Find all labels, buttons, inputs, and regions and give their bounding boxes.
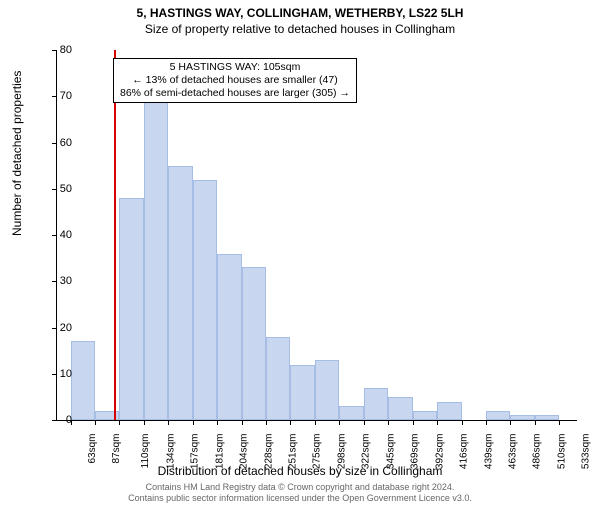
y-tick-label: 80 xyxy=(48,44,72,56)
histogram-bar xyxy=(486,411,510,420)
y-tick-label: 70 xyxy=(48,90,72,102)
x-tick xyxy=(339,420,340,425)
histogram-bar xyxy=(119,198,143,420)
x-tick-label: 87sqm xyxy=(111,434,122,464)
annot-line1: 5 HASTINGS WAY: 105sqm xyxy=(170,61,301,73)
title-sub: Size of property relative to detached ho… xyxy=(0,22,600,36)
x-tick-label: 298sqm xyxy=(336,434,347,470)
y-tick-label: 60 xyxy=(48,137,72,149)
footer-line2: Contains public sector information licen… xyxy=(128,493,472,503)
histogram-bar xyxy=(413,411,437,420)
y-tick-label: 50 xyxy=(48,183,72,195)
annot-line3: 86% of semi-detached houses are larger (… xyxy=(120,87,350,99)
x-tick-label: 510sqm xyxy=(556,434,567,470)
x-tick xyxy=(510,420,511,425)
chart-area: 5 HASTINGS WAY: 105sqm← 13% of detached … xyxy=(56,50,576,420)
x-tick xyxy=(315,420,316,425)
histogram-bar xyxy=(290,365,314,421)
x-tick xyxy=(535,420,536,425)
x-tick xyxy=(266,420,267,425)
x-tick-label: 275sqm xyxy=(312,434,323,470)
x-tick xyxy=(364,420,365,425)
y-tick-label: 0 xyxy=(48,414,72,426)
x-tick-label: 181sqm xyxy=(214,434,225,470)
x-tick xyxy=(486,420,487,425)
footer-line1: Contains HM Land Registry data © Crown c… xyxy=(146,482,455,492)
x-tick-label: 251sqm xyxy=(288,434,299,470)
x-tick-label: 110sqm xyxy=(140,434,151,469)
x-tick-label: 134sqm xyxy=(165,434,176,470)
y-tick-label: 30 xyxy=(48,275,72,287)
histogram-bar xyxy=(217,254,241,421)
footer-attribution: Contains HM Land Registry data © Crown c… xyxy=(0,482,600,504)
histogram-bar xyxy=(388,397,412,420)
x-tick xyxy=(193,420,194,425)
histogram-bar xyxy=(71,341,95,420)
histogram-bar xyxy=(437,402,461,421)
title-main: 5, HASTINGS WAY, COLLINGHAM, WETHERBY, L… xyxy=(0,6,600,20)
x-tick-label: 63sqm xyxy=(87,434,98,464)
annotation-box: 5 HASTINGS WAY: 105sqm← 13% of detached … xyxy=(113,58,357,103)
histogram-bar xyxy=(510,415,534,420)
histogram-bar xyxy=(266,337,290,420)
histogram-bar xyxy=(339,406,363,420)
annot-line2: ← 13% of detached houses are smaller (47… xyxy=(132,74,337,86)
x-tick xyxy=(168,420,169,425)
x-tick-label: 228sqm xyxy=(263,434,274,470)
x-tick xyxy=(290,420,291,425)
x-tick-label: 392sqm xyxy=(434,434,445,470)
x-tick-label: 439sqm xyxy=(483,434,494,470)
x-tick xyxy=(388,420,389,425)
histogram-bar xyxy=(242,267,266,420)
histogram-bar xyxy=(168,166,192,420)
x-tick xyxy=(437,420,438,425)
plot-area: 5 HASTINGS WAY: 105sqm← 13% of detached … xyxy=(56,50,577,421)
y-tick-label: 40 xyxy=(48,229,72,241)
x-tick-label: 463sqm xyxy=(508,434,519,470)
y-axis-label: Number of detached properties xyxy=(10,71,24,236)
x-tick xyxy=(95,420,96,425)
x-tick xyxy=(413,420,414,425)
x-tick xyxy=(242,420,243,425)
marker-line xyxy=(114,50,116,420)
x-tick-label: 369sqm xyxy=(410,434,421,470)
x-tick-label: 416sqm xyxy=(459,434,470,470)
x-tick xyxy=(462,420,463,425)
x-tick-label: 345sqm xyxy=(385,434,396,470)
x-tick xyxy=(217,420,218,425)
x-tick-label: 204sqm xyxy=(239,434,250,470)
x-tick-label: 157sqm xyxy=(190,434,201,470)
histogram-bar xyxy=(144,96,168,420)
histogram-bar xyxy=(315,360,339,420)
histogram-bar xyxy=(193,180,217,421)
y-tick-label: 10 xyxy=(48,368,72,380)
x-tick-label: 322sqm xyxy=(361,434,372,470)
x-tick xyxy=(144,420,145,425)
histogram-bar xyxy=(364,388,388,420)
x-tick xyxy=(559,420,560,425)
x-tick xyxy=(119,420,120,425)
x-tick-label: 486sqm xyxy=(532,434,543,470)
x-tick-label: 533sqm xyxy=(581,434,592,470)
y-tick-label: 20 xyxy=(48,322,72,334)
histogram-bar xyxy=(535,415,559,420)
